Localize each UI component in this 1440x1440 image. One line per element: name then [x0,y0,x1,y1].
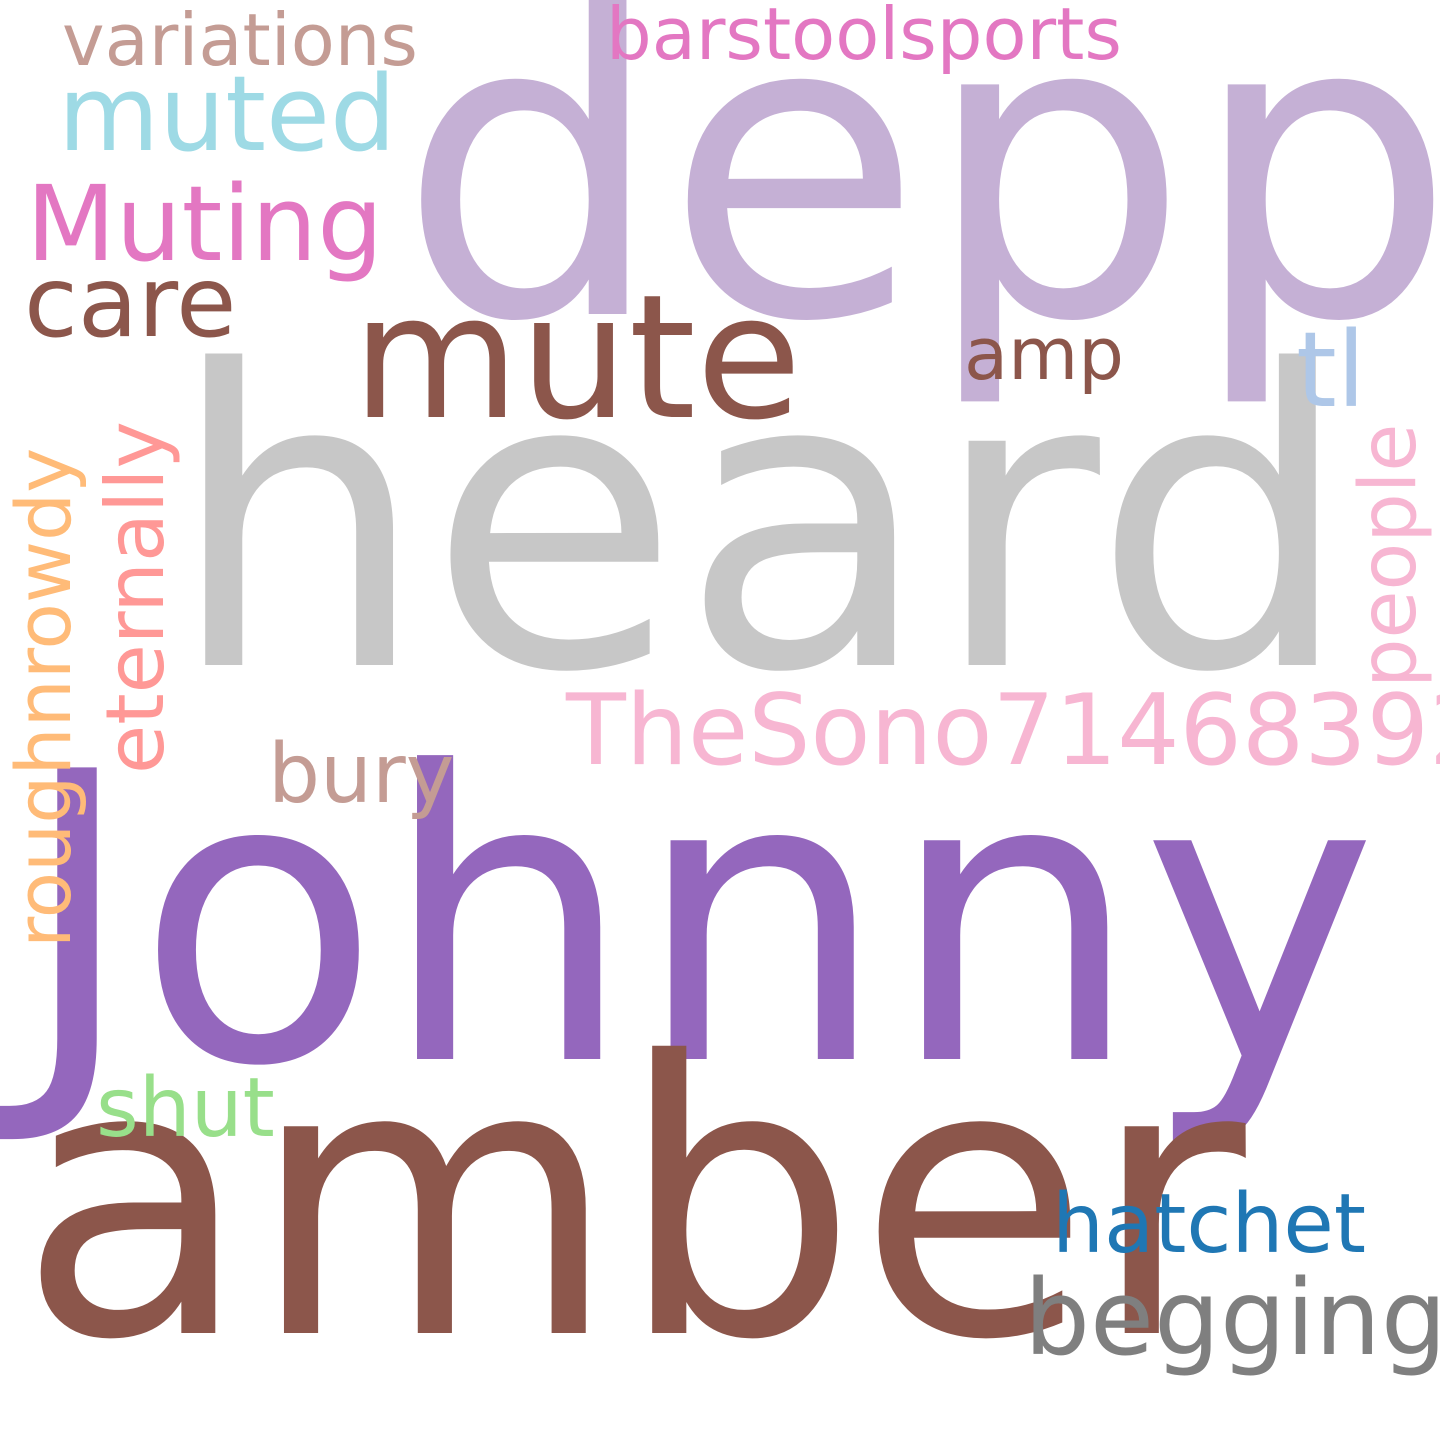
word-begging: begging [1024,1257,1440,1379]
word-tl: tl [1296,309,1366,431]
word-mute: mute [352,257,802,458]
word-bury: bury [268,727,455,822]
word-variations: variations [62,0,418,82]
word-amp: amp [964,312,1124,396]
word-roughnrowdy: roughnrowdy [0,447,88,948]
word-amber: amber [18,983,1246,1423]
word-people: people [1344,423,1434,688]
word-thesono71468392: TheSono71468392 [566,674,1440,788]
word-shut: shut [96,1061,275,1156]
word-muting: Muting [26,163,384,285]
word-hatchet: hatchet [1052,1177,1367,1272]
word-barstoolsports: barstoolsports [606,0,1122,76]
word-care: care [24,246,237,360]
word-depp: depp [398,0,1440,414]
word-eternally: eternally [89,421,182,774]
word-heard: heard [168,284,1353,762]
word-johnny: Johnny [18,689,1378,1154]
word-muted: muted [58,53,396,175]
